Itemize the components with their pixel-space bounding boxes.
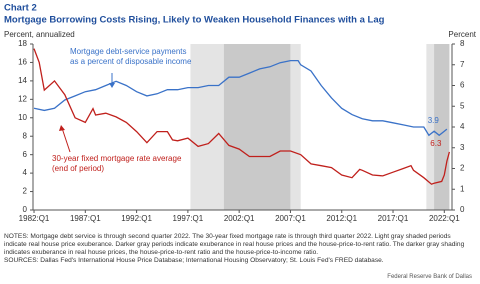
x-tick-label: 2017:Q1 bbox=[378, 214, 409, 223]
y2-tick-label: 6 bbox=[460, 81, 465, 90]
x-tick-label: 1982:Q1 bbox=[19, 214, 50, 223]
shaded-period bbox=[434, 44, 450, 210]
y2-tick-label: 2 bbox=[460, 164, 465, 173]
x-tick-label: 2012:Q1 bbox=[326, 214, 357, 223]
x-tick-label: 1987:Q1 bbox=[70, 214, 101, 223]
notes: NOTES: Mortgage debt service is through … bbox=[4, 233, 465, 256]
x-tick-label: 2007:Q1 bbox=[275, 214, 306, 223]
annotation: (end of period) bbox=[52, 164, 104, 173]
shaded-period bbox=[426, 44, 435, 210]
annotation: as a percent of disposable income bbox=[70, 57, 192, 66]
x-tick-label: 2022:Q1 bbox=[429, 214, 460, 223]
y-tick-label: 0 bbox=[23, 205, 28, 214]
y-tick-label: 10 bbox=[18, 113, 27, 122]
x-tick-label: 2002:Q1 bbox=[224, 214, 255, 223]
x-tick-label: 1992:Q1 bbox=[121, 214, 152, 223]
y2-tick-label: 0 bbox=[460, 205, 465, 214]
y-tick-label: 18 bbox=[18, 39, 27, 48]
annotation: Mortgage debt-service payments bbox=[70, 47, 187, 56]
shaded-period bbox=[290, 44, 301, 210]
chart: Chart 2 Mortgage Borrowing Costs Rising,… bbox=[4, 3, 477, 224]
y-tick-label: 2 bbox=[23, 187, 28, 196]
annotation-arrowhead bbox=[59, 125, 65, 131]
notes-block: NOTES: Mortgage debt service is through … bbox=[4, 233, 474, 265]
y-tick-label: 14 bbox=[18, 76, 27, 85]
chart-label: Chart 2 bbox=[4, 3, 37, 14]
y2-tick-label: 8 bbox=[460, 39, 465, 48]
y-tick-label: 12 bbox=[18, 94, 27, 103]
line-series bbox=[33, 59, 448, 137]
y2-tick-label: 4 bbox=[460, 122, 465, 131]
y-axis-label: Percent, annualized bbox=[4, 30, 75, 39]
y-tick-label: 4 bbox=[23, 168, 28, 177]
chart-title: Mortgage Borrowing Costs Rising, Likely … bbox=[4, 15, 385, 26]
y2-tick-label: 7 bbox=[460, 60, 465, 69]
sources: SOURCES: Dallas Fed's International Hous… bbox=[4, 257, 384, 264]
y2-tick-label: 3 bbox=[460, 143, 465, 152]
y-tick-label: 16 bbox=[18, 58, 27, 67]
y-tick-label: 8 bbox=[23, 131, 28, 140]
x-tick-label: 1997:Q1 bbox=[173, 214, 204, 223]
data-label: 3.9 bbox=[428, 116, 440, 125]
shaded-period bbox=[223, 44, 291, 210]
data-label: 6.3 bbox=[430, 139, 442, 148]
line-series bbox=[33, 48, 451, 185]
y2-tick-label: 5 bbox=[460, 101, 465, 110]
y2-axis-label: Percent bbox=[448, 30, 476, 39]
annotation: 30-year fixed mortgage rate average bbox=[52, 154, 182, 163]
annotation-arrowhead bbox=[109, 83, 115, 88]
y2-tick-label: 1 bbox=[460, 184, 465, 193]
shaded-period bbox=[190, 44, 224, 210]
footer: Federal Reserve Bank of Dallas bbox=[387, 274, 472, 280]
annotation-arrow bbox=[61, 127, 71, 153]
y-tick-label: 6 bbox=[23, 150, 28, 159]
